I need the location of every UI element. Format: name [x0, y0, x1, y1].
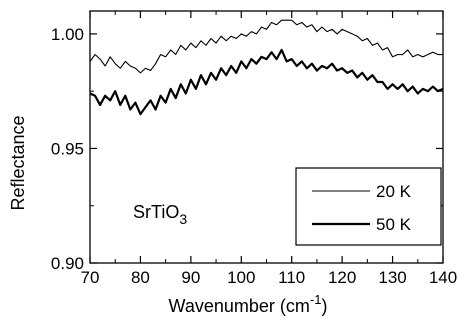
compound-annotation-subscript: 3	[179, 211, 187, 227]
x-axis-label: Wavenumber (cm-1)	[169, 292, 328, 316]
y-tick-label: 0.95	[51, 139, 84, 158]
y-tick-label: 1.00	[51, 25, 84, 44]
x-tick-label: 80	[131, 268, 150, 287]
x-tick-label: 70	[81, 268, 100, 287]
y-tick-label: 0.90	[51, 254, 84, 273]
compound-annotation-main: SrTiO	[133, 202, 179, 222]
series-line-50k	[89, 48, 444, 116]
series-layer	[89, 19, 444, 116]
series-line-20k	[89, 19, 443, 74]
x-axis-label-close: )	[321, 296, 327, 316]
x-tick-label: 130	[378, 268, 406, 287]
legend-label-50k: 50 K	[376, 215, 412, 234]
y-axis-label: Reflectance	[8, 115, 28, 210]
x-axis-label-superscript: -1	[310, 292, 322, 307]
x-tick-label: 100	[227, 268, 255, 287]
compound-annotation: SrTiO3	[133, 202, 187, 227]
x-tick-label: 90	[181, 268, 200, 287]
x-axis-label-main: Wavenumber (cm	[169, 296, 310, 316]
tick-labels-layer: 70 80 90 100 110 120 130 140 0.90 0.95 1.00	[51, 25, 457, 287]
x-tick-label: 140	[429, 268, 457, 287]
legend: 20 K 50 K	[295, 167, 442, 246]
legend-label-20k: 20 K	[376, 182, 412, 201]
legend-box	[295, 167, 442, 246]
x-tick-label: 120	[328, 268, 356, 287]
x-tick-label: 110	[278, 268, 305, 287]
